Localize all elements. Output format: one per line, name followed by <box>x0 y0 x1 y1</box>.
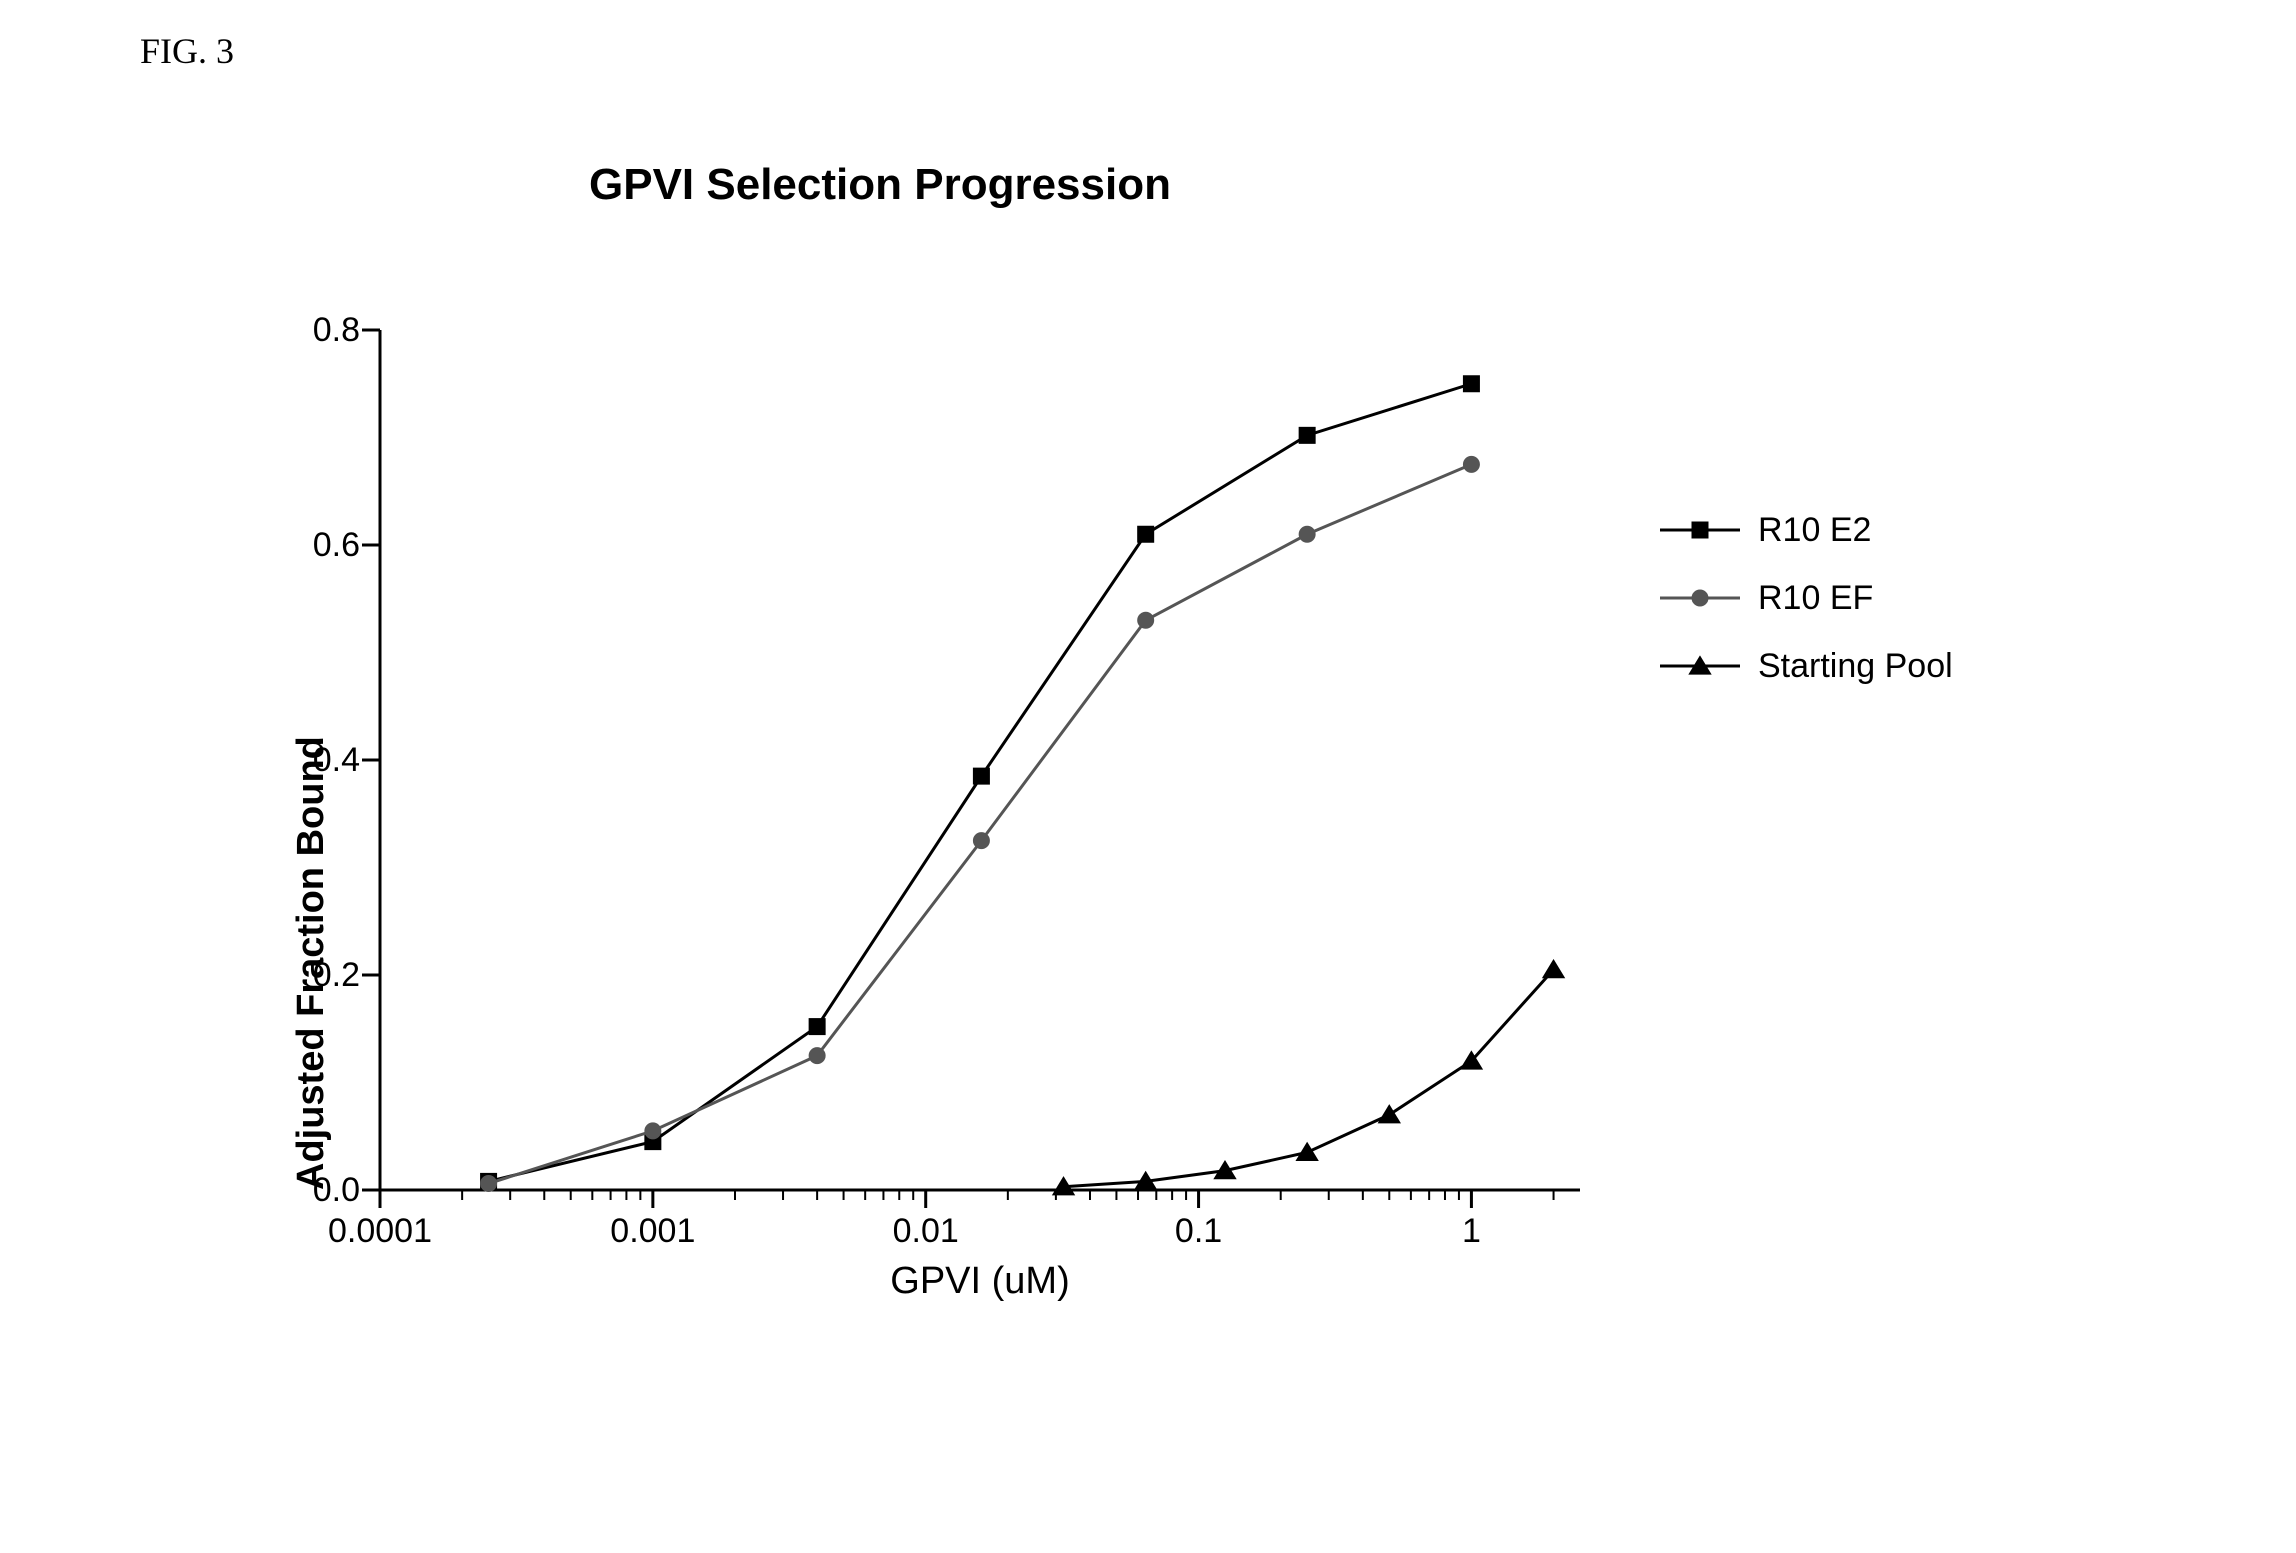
legend-label: R10 EF <box>1758 579 1873 618</box>
y-tick-label: 0.4 <box>270 741 360 780</box>
y-tick-label: 0.8 <box>270 311 360 350</box>
legend-label: R10 E2 <box>1758 511 1871 550</box>
plot-svg <box>380 330 1580 1190</box>
legend-swatch <box>1660 578 1740 618</box>
x-tick-label: 1 <box>1462 1212 1481 1251</box>
legend-label: Starting Pool <box>1758 647 1953 686</box>
y-tick-label: 0.0 <box>270 1171 360 1210</box>
legend: R10 E2 R10 EF Starting Pool <box>1660 510 1953 714</box>
figure-label: FIG. 3 <box>140 30 234 72</box>
legend-swatch <box>1660 646 1740 686</box>
legend-swatch <box>1660 510 1740 550</box>
x-tick-label: 0.001 <box>610 1212 695 1251</box>
legend-item: R10 E2 <box>1660 510 1953 550</box>
legend-item: R10 EF <box>1660 578 1953 618</box>
y-tick-label: 0.6 <box>270 526 360 565</box>
y-tick-label: 0.2 <box>270 956 360 995</box>
plot-area: 0.00.20.40.60.8 0.00010.0010.010.11 <box>380 330 1580 1190</box>
x-tick-label: 0.0001 <box>328 1212 432 1251</box>
x-tick-label: 0.1 <box>1175 1212 1222 1251</box>
chart-title: GPVI Selection Progression <box>180 160 1580 210</box>
x-axis-label: GPVI (uM) <box>380 1260 1580 1303</box>
chart-container: GPVI Selection Progression Adjusted Frac… <box>180 160 2000 1420</box>
page: FIG. 3 GPVI Selection Progression Adjust… <box>0 0 2296 1553</box>
x-tick-label: 0.01 <box>893 1212 959 1251</box>
legend-item: Starting Pool <box>1660 646 1953 686</box>
